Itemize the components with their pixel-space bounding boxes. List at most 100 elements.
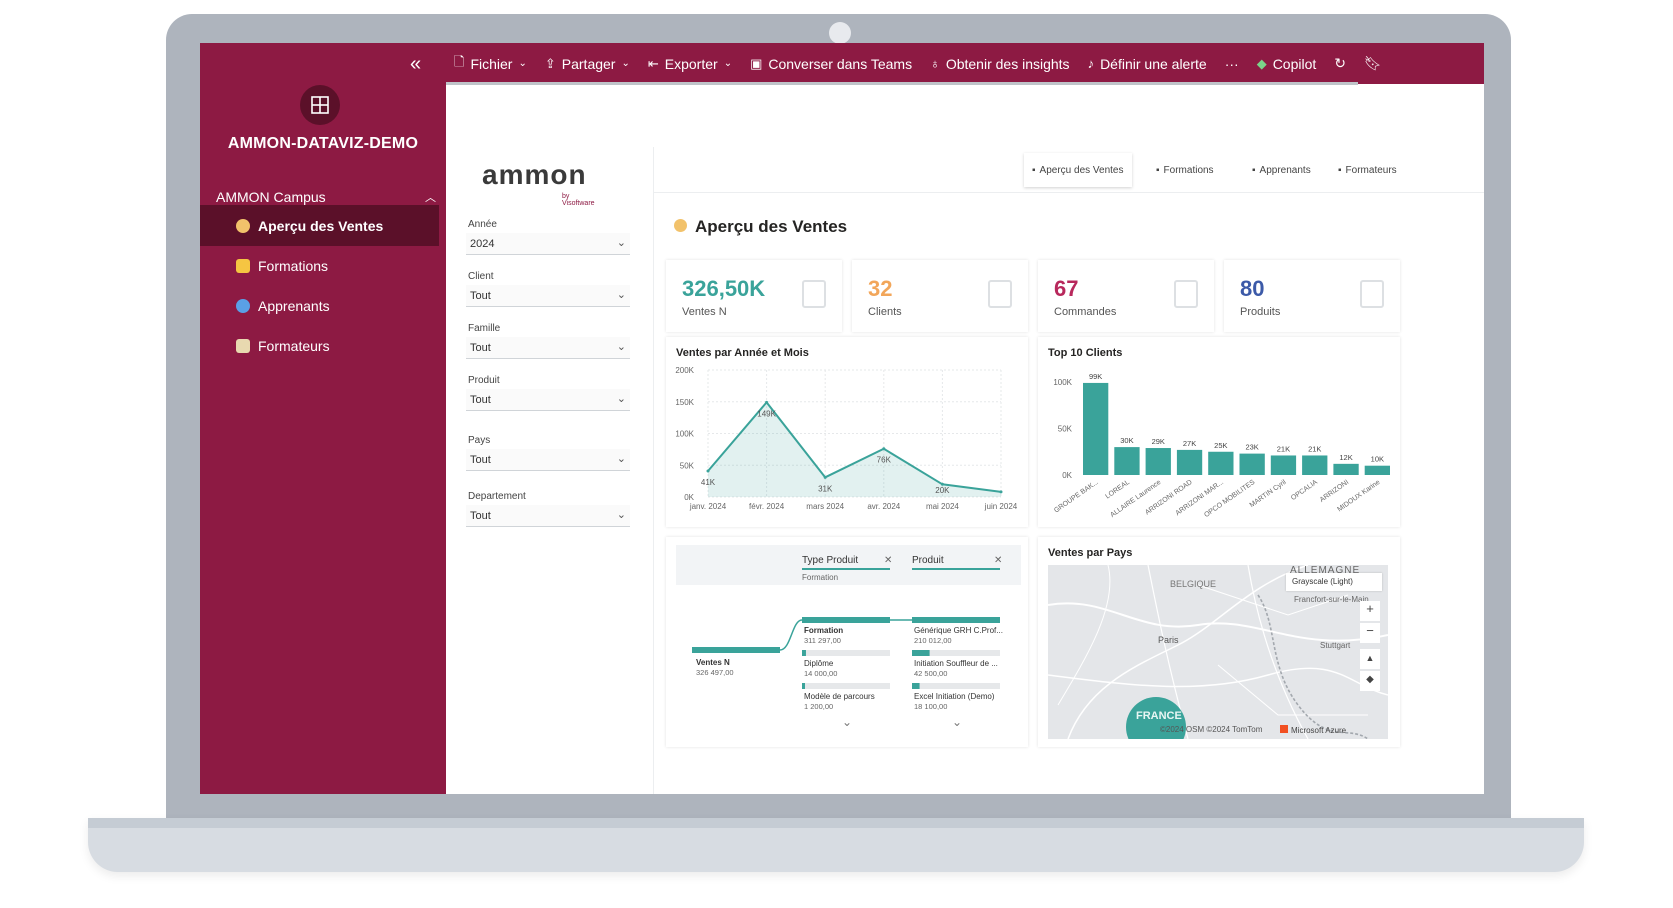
loading-bar [446, 82, 1358, 85]
data-label: 30K [1120, 436, 1133, 445]
map-label-belgique: BELGIQUE [1170, 579, 1217, 589]
zoom-in-icon[interactable]: + [1360, 601, 1380, 621]
y-tick-label: 100K [1053, 378, 1072, 387]
compass-icon[interactable]: ◆ [1360, 671, 1380, 691]
map-style-picker[interactable]: Grayscale (Light) [1286, 573, 1382, 591]
y-tick-label: 50K [1058, 425, 1073, 434]
data-label: 23K [1245, 443, 1258, 452]
bell-icon: ♪ [1087, 56, 1095, 71]
kpi-card-produits: 80 Produits [1224, 260, 1400, 332]
tab-formateurs[interactable]: ▪ Formateurs [1330, 153, 1405, 187]
tab-apercu-ventes[interactable]: ▪ Aperçu des Ventes [1024, 153, 1132, 187]
zoom-out-icon[interactable]: − [1360, 623, 1380, 643]
chevron-down-icon: ⌄ [616, 237, 626, 249]
tilt-icon[interactable]: ▲ [1360, 649, 1380, 669]
ammon-logo: ammon by Visoftware [482, 159, 595, 207]
filter-client-select[interactable]: Tout ⌄ [466, 285, 630, 307]
kpi-value: 32 [868, 276, 893, 301]
bookmark-icon[interactable]: 🔖︎ [1364, 55, 1382, 71]
logo-subtitle: by Visoftware [562, 193, 595, 207]
partager-menu[interactable]: ⇪ Partager ⌄ [545, 56, 630, 72]
bar [1114, 447, 1140, 475]
store-icon [1174, 280, 1198, 308]
close-icon[interactable]: ✕ [884, 555, 893, 566]
node-label: Initiation Souffleur de ... [914, 659, 998, 668]
y-tick-label: 50K [680, 461, 695, 470]
section-ammon-campus[interactable]: AMMON Campus ︿ [216, 189, 436, 205]
partager-label: Partager [561, 55, 616, 72]
boxes-icon [1360, 280, 1384, 308]
insights-button[interactable]: ♁ Obtenir des insights [930, 56, 1069, 72]
fichier-menu[interactable]: 🗋 Fichier ⌄ [454, 53, 527, 75]
y-tick-label: 200K [675, 366, 694, 375]
alerte-button[interactable]: ♪ Définir une alerte [1088, 56, 1207, 72]
decomp-col2-title: Produit [912, 555, 1000, 570]
copilot-button[interactable]: ◆ Copilot [1257, 56, 1317, 72]
data-label: 76K [877, 456, 892, 465]
teams-button[interactable]: ▣ Converser dans Teams [750, 56, 912, 72]
node-value: 210 012,00 [914, 636, 952, 645]
bar [1208, 451, 1234, 475]
chevron-down-icon: ⌄ [616, 509, 626, 521]
data-point [823, 475, 827, 479]
map-view[interactable]: ALLEMAGNE BELGIQUE Paris Francfort-sur-l… [1048, 565, 1388, 739]
data-label: 41K [701, 478, 716, 487]
close-icon[interactable]: ✕ [994, 555, 1003, 566]
map-label-france: FRANCE [1136, 710, 1182, 722]
filter-label: Departement [468, 491, 526, 502]
sidebar-item-label: Apprenants [258, 297, 330, 314]
filter-famille-select[interactable]: Tout ⌄ [466, 337, 630, 359]
sidebar-item-formations[interactable]: Formations [200, 245, 439, 286]
kpi-value: 80 [1240, 276, 1265, 301]
more-button[interactable]: ··· [1224, 55, 1239, 72]
series-line [707, 400, 1002, 493]
node-bar [802, 617, 890, 623]
sidebar: « AMMON-DATAVIZ-DEMO AMMON Campus ︿ Aper… [200, 43, 446, 794]
bar [1270, 455, 1297, 475]
filter-label: Client [468, 271, 494, 282]
data-point [882, 447, 886, 451]
x-tick-label: OPCALIA [1290, 479, 1319, 502]
filter-departement-select[interactable]: Tout ⌄ [466, 505, 630, 527]
map-card: Ventes par Pays ALLEMAGNE BELGIQUE Paris [1038, 537, 1400, 747]
chevron-down-icon: ⌄ [616, 289, 626, 301]
kpi-label: Ventes N [682, 306, 727, 318]
sidebar-item-apercu-ventes[interactable]: Aperçu des Ventes [200, 205, 439, 246]
filter-annee-select[interactable]: 2024 ⌄ [466, 233, 630, 255]
expand-chevron-icon[interactable]: ⌄ [842, 715, 853, 729]
filter-produit-select[interactable]: Tout ⌄ [466, 389, 630, 411]
filter-value: Tout [470, 510, 491, 522]
data-point [999, 490, 1003, 494]
laptop-base-hinge [88, 818, 1584, 828]
sidebar-item-formateurs[interactable]: Formateurs [200, 325, 439, 366]
tab-formations[interactable]: ▪ Formations [1148, 153, 1222, 187]
chart-card-top-clients: Top 10 Clients 0K 50K 100K 99K GROUPE BAK...… [1038, 337, 1400, 527]
exporter-menu[interactable]: ⇤ Exporter ⌄ [648, 56, 732, 72]
logo-text: ammon [482, 159, 587, 190]
expand-chevron-icon[interactable]: ⌄ [952, 715, 963, 729]
decomposition-tree-card: Type Produit ✕ Formation Produit ✕ Vente… [666, 537, 1028, 747]
sidebar-item-apprenants[interactable]: Apprenants [200, 285, 439, 326]
filter-value: 2024 [470, 238, 495, 250]
kpi-value: 326,50K [682, 276, 766, 301]
share-icon: ⇪ [544, 55, 556, 71]
y-tick-label: 0K [1062, 471, 1072, 480]
filter-label: Pays [468, 435, 491, 446]
reset-icon[interactable]: ↻ [1334, 55, 1347, 71]
screen: « AMMON-DATAVIZ-DEMO AMMON Campus ︿ Aper… [200, 43, 1484, 794]
chart-title: Ventes par Pays [1048, 547, 1133, 559]
tab-apprenants[interactable]: ▪ Apprenants [1244, 153, 1319, 187]
data-label: 12K [1339, 453, 1352, 462]
filter-pays-select[interactable]: Tout ⌄ [466, 449, 630, 471]
graduation-cap-icon: ▪ [1252, 164, 1256, 176]
sidebar-item-label: Formations [258, 257, 329, 274]
decomp-col1-sub: Formation [802, 573, 839, 582]
filter-label: Famille [468, 323, 501, 334]
filter-value: Tout [470, 342, 491, 354]
collapse-sidebar-icon[interactable]: « [410, 53, 422, 75]
node-label: Diplôme [804, 659, 834, 668]
bar [1302, 455, 1328, 475]
page-title: Aperçu des Ventes [674, 217, 847, 237]
bar [1364, 465, 1390, 475]
